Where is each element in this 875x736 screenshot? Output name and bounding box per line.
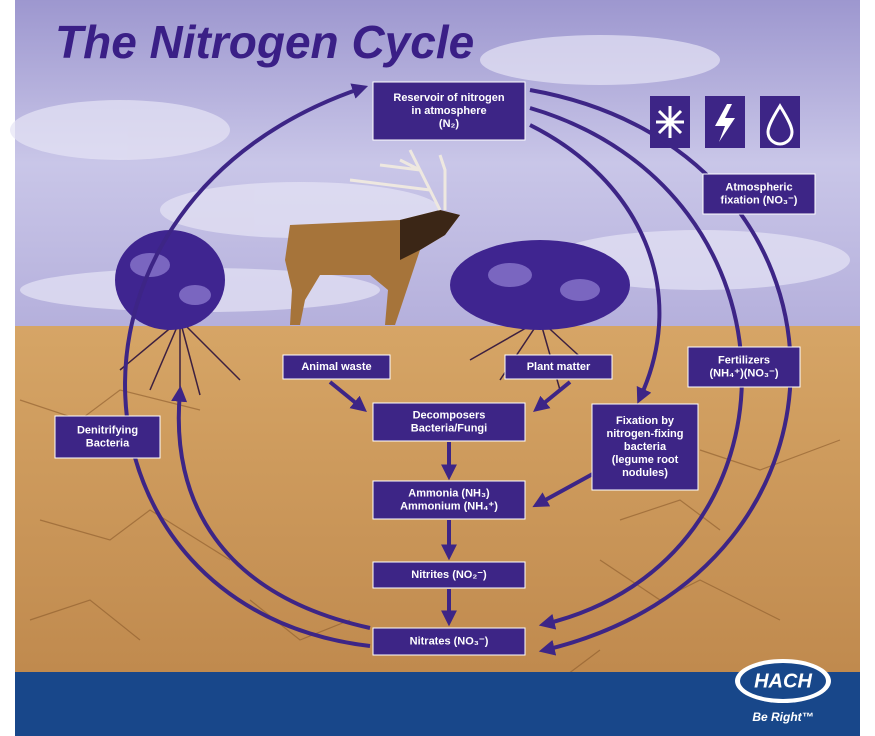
node-label: Nitrites (NO₂⁻) <box>411 569 487 581</box>
node-label: bacteria <box>624 441 667 453</box>
title: The Nitrogen Cycle <box>55 16 474 68</box>
logo-tagline: Be Right™ <box>752 710 813 724</box>
node-label: in atmosphere <box>411 105 486 117</box>
node-label: Reservoir of nitrogen <box>393 92 505 104</box>
icons <box>650 96 800 148</box>
node-label: Nitrates (NO₃⁻) <box>410 635 489 647</box>
node-label: Fertilizers <box>718 354 770 366</box>
node-label: Denitrifying <box>77 424 138 436</box>
footer-band <box>15 672 860 736</box>
node-label: Fixation by <box>616 415 675 427</box>
node-label: Atmospheric <box>725 181 792 193</box>
node-label: nodules) <box>622 467 668 479</box>
node-label: Decomposers <box>413 409 486 421</box>
node-label: (N₂) <box>439 118 459 130</box>
node-label: Animal waste <box>301 361 371 373</box>
node-label: (NH₄⁺)(NO₃⁻) <box>710 367 779 379</box>
diagram: The Nitrogen Cycle Reserv <box>0 0 875 736</box>
logo-brand: HACH <box>754 670 812 692</box>
node-label: nitrogen-fixing <box>607 428 684 440</box>
node-label: Bacteria <box>86 437 130 449</box>
node-label: Plant matter <box>527 361 591 373</box>
node-label: Ammonium (NH₄⁺) <box>400 500 498 512</box>
node-label: (legume root <box>612 454 679 466</box>
node-label: fixation (NO₃⁻) <box>721 194 798 206</box>
node-label: Ammonia (NH₃) <box>408 487 490 499</box>
node-label: Bacteria/Fungi <box>411 422 487 434</box>
